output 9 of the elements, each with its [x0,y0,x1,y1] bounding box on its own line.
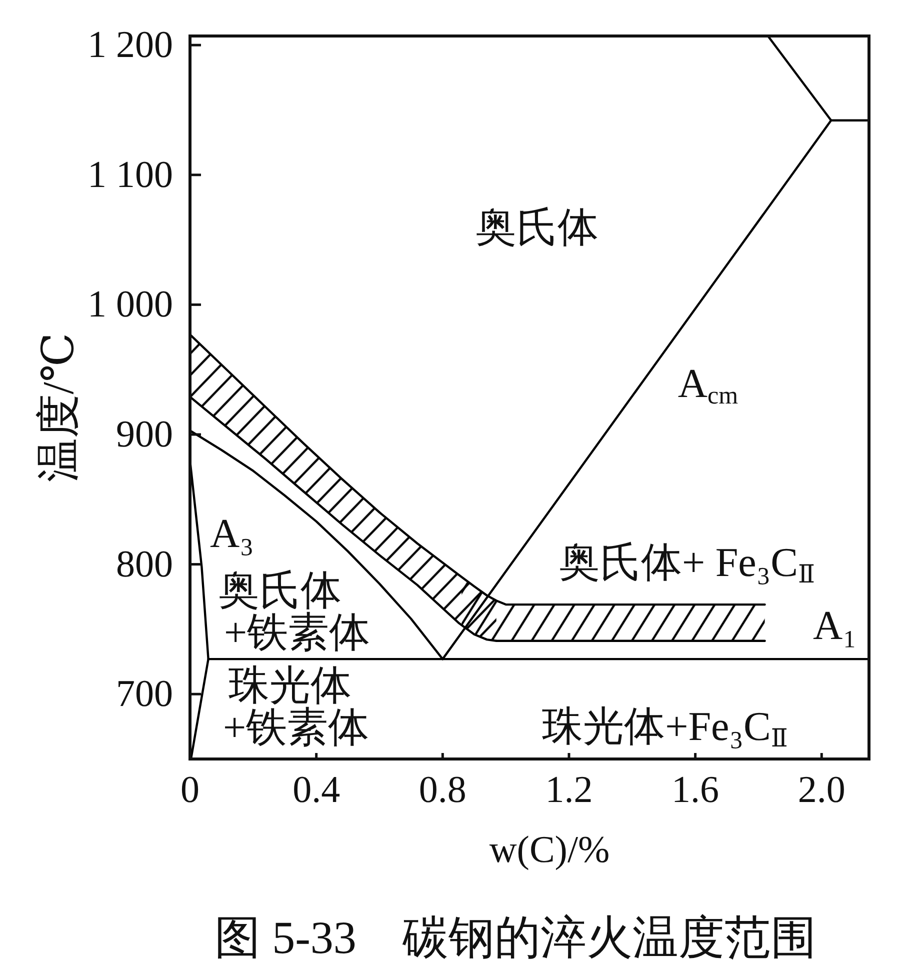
annotation: A₃ [210,510,254,556]
ylabel: 温度/℃ [34,332,82,482]
annotation: A₁ [813,602,857,648]
xlabel: w(C)/% [489,829,610,871]
annotation: 奥氏体+ Fe₃C$_{Ⅱ}$ [559,539,815,588]
annotation: 奥氏体 [476,204,598,250]
annotation: 图 5-33 碳钢的淬火温度范围 [214,912,816,962]
annotation: 珠光体+Fe₃C$_{Ⅱ}$ [542,703,788,752]
annotation: A$_{cm}$ [678,360,738,409]
